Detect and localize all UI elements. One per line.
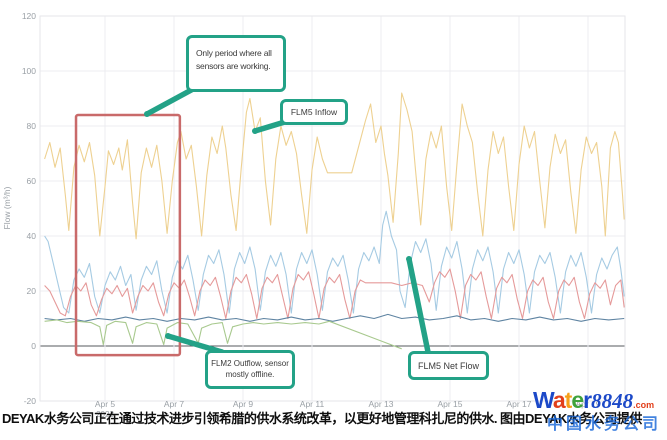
- annotation-flm2-outflow-text: FLM2 Outflow, sensor mostly offline.: [211, 359, 289, 379]
- series-flm5-net-flow: [44, 210, 625, 314]
- annotation-flm5-netflow-text: FLM5 Net Flow: [417, 360, 479, 371]
- svg-text:Apr 15: Apr 15: [437, 399, 462, 409]
- annotation-working-period-text: Only period where all sensors are workin…: [196, 48, 272, 72]
- svg-text:Apr 7: Apr 7: [164, 399, 185, 409]
- watermark-chinese-text: 中国水务公司: [547, 416, 662, 433]
- logo-letter: r: [583, 387, 592, 413]
- water8848-logo-number: 8848: [591, 389, 634, 413]
- annotation-callout-tails: [144, 85, 431, 355]
- figure-caption: DEYAK水务公司正在通过技术进步引领希腊的供水系统改革，以更好地管理科扎尼的供…: [2, 411, 642, 426]
- water8848-logo: Water8848.com: [533, 389, 654, 412]
- series-flm2-outflow: [44, 319, 402, 350]
- logo-letter: t: [564, 387, 573, 413]
- svg-text:2023: 2023: [96, 410, 114, 419]
- water8848-logo-letters: Water: [533, 389, 592, 412]
- svg-text:Apr 19: Apr 19: [575, 399, 600, 409]
- y-axis-title: Flow (m³/h): [2, 186, 12, 229]
- svg-text:Apr 9: Apr 9: [233, 399, 254, 409]
- svg-text:0: 0: [31, 341, 36, 351]
- logo-letter: a: [552, 387, 566, 413]
- annotation-working-period: Only period where all sensors are workin…: [186, 35, 286, 92]
- logo-letter: e: [571, 387, 584, 413]
- series-lines: [44, 92, 625, 350]
- svg-text:120: 120: [22, 11, 36, 21]
- gridlines: [39, 15, 626, 402]
- svg-text:Apr 17: Apr 17: [506, 399, 531, 409]
- svg-text:100: 100: [22, 66, 36, 76]
- svg-text:Apr 5: Apr 5: [95, 399, 116, 409]
- annotation-flm2-outflow: FLM2 Outflow, sensor mostly offline.: [205, 350, 295, 389]
- svg-text:20: 20: [27, 286, 37, 296]
- annotation-flm5-inflow-text: FLM5 Inflow: [290, 107, 338, 117]
- svg-text:80: 80: [27, 121, 37, 131]
- annotation-flm5-inflow: FLM5 Inflow: [280, 99, 348, 125]
- svg-text:60: 60: [27, 176, 37, 186]
- annotation-flm5-netflow: FLM5 Net Flow: [408, 351, 489, 380]
- svg-text:Apr 11: Apr 11: [300, 399, 325, 409]
- svg-text:-20: -20: [24, 396, 37, 406]
- highlight-period-rectangle: [74, 113, 182, 357]
- series-unlabeled-dark-blue-series-: [44, 313, 625, 322]
- svg-text:40: 40: [27, 231, 37, 241]
- water8848-logo-suffix: .com: [633, 400, 655, 410]
- series-flm5-inflow: [44, 92, 625, 240]
- logo-letter: W: [533, 387, 554, 413]
- svg-text:Apr 13: Apr 13: [368, 399, 393, 409]
